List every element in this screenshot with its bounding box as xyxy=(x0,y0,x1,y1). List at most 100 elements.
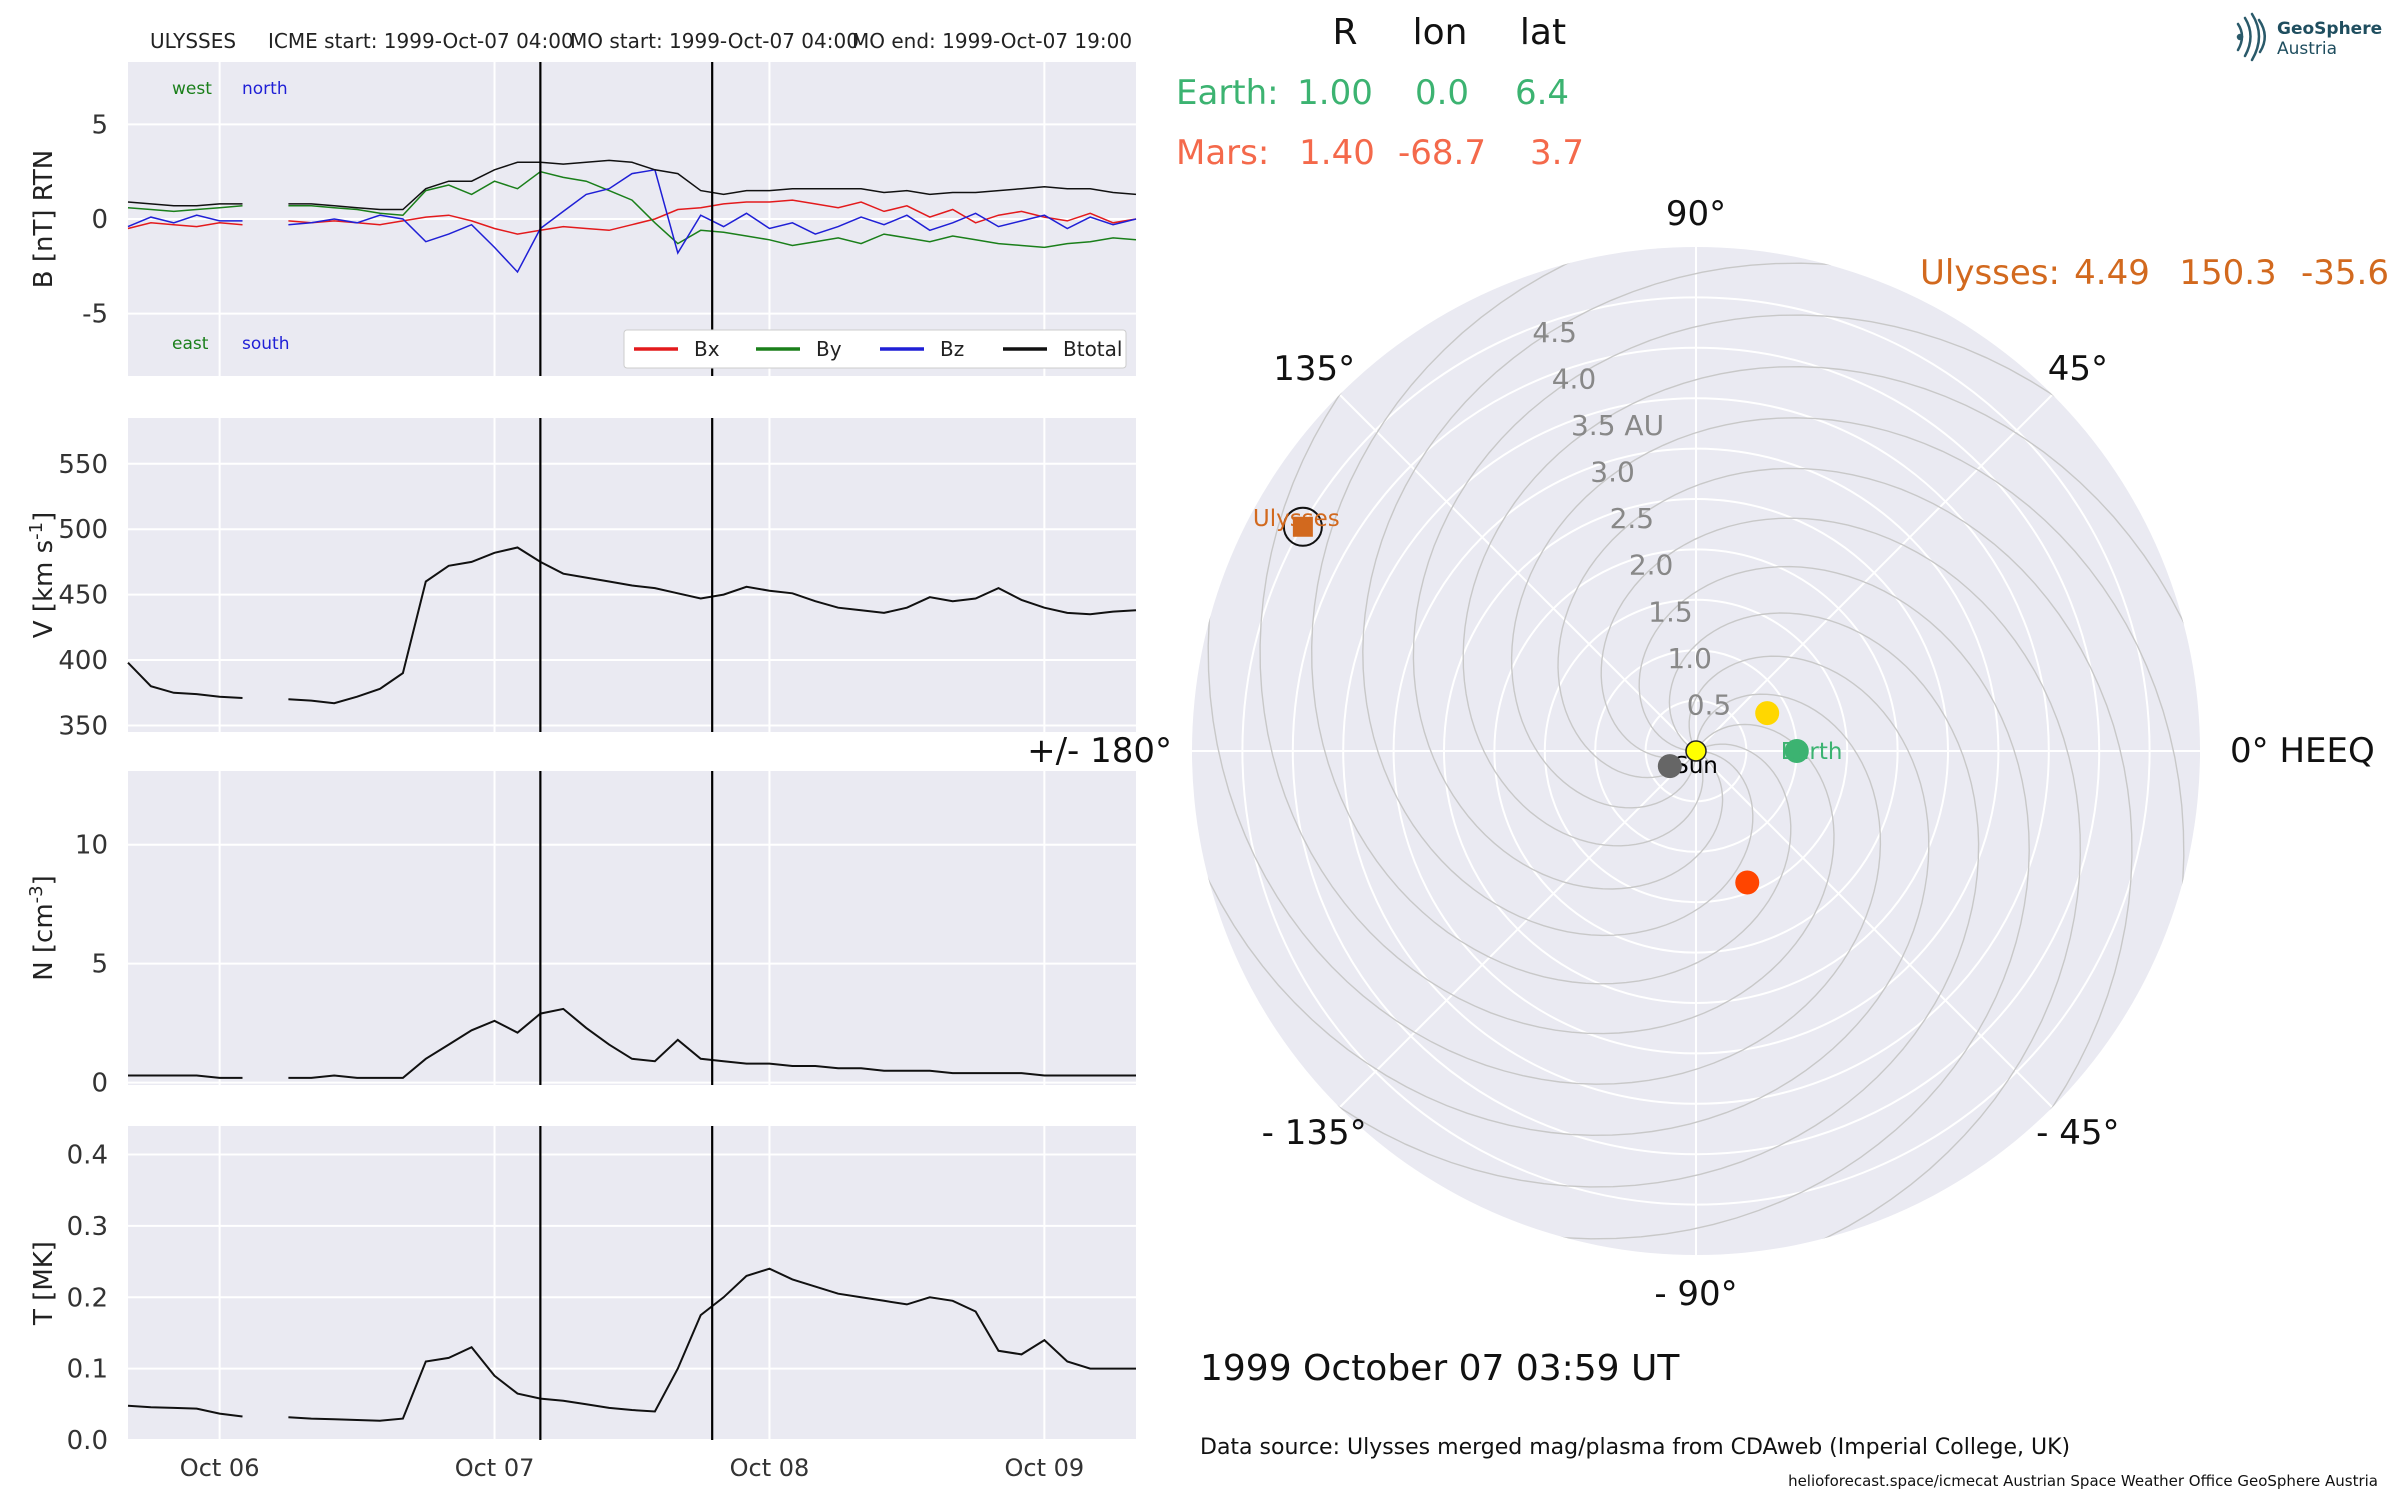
data-source: Data source: Ulysses merged mag/plasma f… xyxy=(1200,1435,2070,1460)
spiral-line xyxy=(1259,247,1835,1035)
b-legend: Bx By Bz Btotal xyxy=(623,329,1127,369)
angle-label: - 135° xyxy=(1262,1113,1367,1153)
ulysses-row-r: 4.49 xyxy=(2074,253,2150,293)
yellow-body-marker xyxy=(1755,701,1780,726)
radial-tick-label: 4.0 xyxy=(1552,362,1597,395)
y-tick-label: -5 xyxy=(82,300,108,330)
spiral-line xyxy=(1510,417,2185,1179)
position-table: R lon lat Earth: 1.00 0.0 6.4 Mars: 1.40… xyxy=(1176,12,2389,293)
legend-box xyxy=(623,329,1127,369)
icme-start-label: ICME start: 1999-Oct-07 04:00 xyxy=(268,29,574,53)
legend-label: By xyxy=(816,337,842,361)
y-axis-label: T [MK] xyxy=(29,1241,59,1326)
gray-body-marker xyxy=(1657,754,1682,779)
ulysses-marker xyxy=(1292,516,1313,537)
east-annotation: east xyxy=(172,334,209,354)
spiral-line xyxy=(1462,365,2200,937)
radial-tick-label: 1.5 xyxy=(1648,595,1693,628)
angular-gridline xyxy=(1695,393,2054,752)
spiral-line xyxy=(1192,565,1930,1137)
x-tick-label: Oct 08 xyxy=(730,1454,810,1482)
angular-gridline xyxy=(1695,750,2054,1109)
angle-label: 0° HEEQ xyxy=(2230,731,2375,771)
mars-row-r: 1.40 xyxy=(1299,133,1375,173)
y-tick-label: 0.0 xyxy=(67,1426,108,1456)
timestamp: 1999 October 07 03:59 UT xyxy=(1200,1348,1680,1389)
radial-tick-label: 2.0 xyxy=(1629,549,1674,582)
radial-tick-label: 2.5 xyxy=(1610,502,1655,535)
footer-credits: helioforecast.space/icmecat Austrian Spa… xyxy=(1788,1472,2378,1490)
density-panel: 0 5 10 N [cm-3] xyxy=(26,771,1136,1099)
y-tick-label: 500 xyxy=(58,515,108,545)
logo-line1: GeoSphere xyxy=(2277,19,2382,39)
geosphere-logo: GeoSphere Austria xyxy=(2236,12,2382,62)
header-r: R xyxy=(1332,12,1357,53)
angle-label: +/- 180° xyxy=(1027,731,1172,771)
south-annotation: south xyxy=(242,334,289,354)
polar-position-plot: 0.5 1.0 1.5 2.0 2.5 3.0 3.5 AU 4.0 4.5 0° HEEQ 45°… xyxy=(1027,194,2375,1314)
timeseries-header: ULYSSES ICME start: 1999-Oct-07 04:00 MO… xyxy=(150,29,1132,53)
spiral-line xyxy=(1557,467,2133,1255)
legend-label: Bx xyxy=(694,337,720,361)
x-tick-label: Oct 06 xyxy=(180,1454,260,1482)
y-tick-label: 550 xyxy=(58,450,108,480)
geosphere-logo-icon xyxy=(2236,12,2266,62)
spiral-line xyxy=(1412,314,2200,890)
legend-label: Btotal xyxy=(1063,337,1122,361)
earth-row-lon: 0.0 xyxy=(1415,73,1469,113)
plot-area xyxy=(128,771,1136,1085)
y-axis-label: N [cm-3] xyxy=(26,875,59,981)
legend-label: Bz xyxy=(940,337,964,361)
ulysses-label: Ulysses xyxy=(1253,506,1340,532)
angle-label: - 90° xyxy=(1654,1274,1737,1314)
spiral-line xyxy=(1362,262,2124,937)
y-tick-label: 350 xyxy=(58,711,108,741)
earth-row-r: 1.00 xyxy=(1297,73,1373,113)
radial-tick-label: 0.5 xyxy=(1687,688,1732,721)
y-axis-label: V [km s-1] xyxy=(26,512,59,639)
y-axis-label: B [nT] RTN xyxy=(29,150,59,289)
plot-area xyxy=(128,1126,1136,1440)
y-tick-label: 5 xyxy=(91,110,108,140)
mars-marker xyxy=(1735,870,1760,895)
logo-line2: Austria xyxy=(2277,39,2337,59)
y-tick-label: 450 xyxy=(58,581,108,611)
plot-area xyxy=(128,418,1136,732)
north-annotation: north xyxy=(242,79,288,99)
header-lon: lon xyxy=(1413,12,1468,53)
ulysses-ring xyxy=(1282,506,1323,547)
y-tick-label: 400 xyxy=(58,646,108,676)
ulysses-row-lon: 150.3 xyxy=(2179,253,2276,293)
mars-row-name: Mars: xyxy=(1176,133,1269,173)
y-tick-label: 0 xyxy=(91,205,108,235)
parker-spirals xyxy=(1192,247,2200,1255)
header-lat: lat xyxy=(1520,12,1566,53)
magnetic-field-panel: -5 0 5 B [nT] RTN xyxy=(29,62,1137,376)
angle-label: 90° xyxy=(1666,194,1726,234)
spiral-line xyxy=(1207,323,1882,1085)
spacecraft-title: ULYSSES xyxy=(150,29,236,53)
angle-label: 135° xyxy=(1273,349,1355,389)
speed-panel: 350 400 450 500 550 V [km s-1] xyxy=(26,418,1137,741)
radial-tick-label: 3.0 xyxy=(1590,456,1635,489)
radial-tick-label: 1.0 xyxy=(1667,642,1712,675)
west-annotation: west xyxy=(172,79,212,99)
spiral-line xyxy=(1268,565,2030,1240)
earth-marker xyxy=(1784,739,1809,763)
angular-gridline xyxy=(1338,393,1697,752)
x-tick-label: Oct 07 xyxy=(455,1454,535,1482)
spiral-line xyxy=(1310,247,1882,985)
sun-marker xyxy=(1685,740,1707,762)
radial-tick-label: 4.5 xyxy=(1532,316,1577,349)
y-tick-label: 5 xyxy=(91,950,108,980)
spiral-line xyxy=(1510,517,2082,1255)
mars-row-lat: 3.7 xyxy=(1530,133,1584,173)
angular-gridline xyxy=(1338,750,1697,1109)
earth-row-lat: 6.4 xyxy=(1515,73,1569,113)
spiral-line xyxy=(1192,612,1980,1188)
y-tick-label: 0.2 xyxy=(67,1283,108,1313)
y-tick-label: 10 xyxy=(75,831,108,861)
x-tick-label: Oct 09 xyxy=(1005,1454,1085,1482)
y-tick-label: 0.1 xyxy=(67,1355,108,1385)
